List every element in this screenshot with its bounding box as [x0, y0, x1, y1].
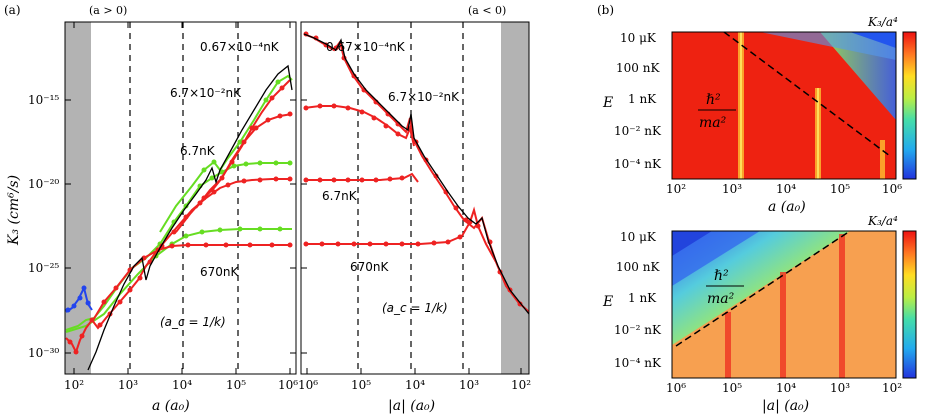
bottom-ytick-1: 100 nK: [616, 260, 660, 274]
top-xtick-2: 10⁴: [776, 182, 796, 196]
top-ytick-0: 10 μK: [620, 31, 657, 45]
x-tick-labels-right: 10⁶ 10⁵ 10⁴ 10³ 10²: [298, 378, 531, 392]
annotation-top-num: ℏ²: [706, 92, 721, 108]
top-x-axis-label: a (a₀): [768, 199, 806, 215]
top-ytick-1: 100 nK: [616, 61, 660, 75]
curve-red-0.067nK-left: [175, 113, 293, 233]
panel-b-label: (b): [597, 3, 614, 17]
excluded-band-right: [501, 22, 529, 374]
temp-label-right-1: 6.7×10⁻²nK: [388, 90, 460, 104]
curve-theory-left: [87, 64, 293, 371]
bottom-x-tick-labels: 10⁶ 10⁵ 10⁴ 10³ 10²: [666, 381, 902, 395]
excluded-band-left: [65, 22, 91, 374]
top-ytick-2: 1 nK: [628, 92, 657, 106]
x-axis-label-right: |a| (a₀): [388, 398, 435, 414]
temp-label-left-1: 6.7×10⁻²nK: [170, 86, 242, 100]
x-tick-left-4: 10⁶: [278, 378, 298, 392]
bottom-xtick-3: 10³: [830, 381, 850, 395]
heatmap-top: [671, 31, 897, 180]
x-axis-label-left: a (a₀): [152, 398, 190, 414]
x-ticks-right: [306, 368, 522, 374]
temp-label-right-0: 0.67×10⁻⁴nK: [326, 40, 406, 54]
x-tick-right-1: 10⁵: [351, 378, 371, 392]
y-tick-3: 10⁻¹⁵: [28, 93, 59, 107]
annotation-bottom-num: ℏ²: [714, 268, 729, 284]
top-ytick-4: 10⁻⁴ nK: [614, 157, 662, 171]
y-ticks: [65, 99, 307, 354]
region-positive-label: (a > 0): [89, 4, 127, 17]
top-y-tick-labels: 10 μK 100 nK 1 nK 10⁻² nK 10⁻⁴ nK: [614, 31, 662, 171]
top-ytick-3: 10⁻² nK: [614, 124, 662, 138]
bottom-xtick-4: 10²: [882, 381, 902, 395]
bottom-ytick-0: 10 μK: [620, 230, 657, 244]
x-tick-left-1: 10³: [118, 378, 138, 392]
x-tick-right-3: 10³: [459, 378, 479, 392]
top-xtick-4: 10⁶: [882, 182, 902, 196]
temp-label-right-2: 6.7nK: [322, 189, 358, 203]
cutoff-label-left: (a_c = 1/k): [160, 315, 226, 329]
x-tick-left-0: 10²: [64, 378, 84, 392]
colorbar-bottom: [902, 230, 917, 379]
top-xtick-1: 10³: [722, 182, 742, 196]
y-tick-labels: 10⁻³⁰ 10⁻²⁵ 10⁻²⁰ 10⁻¹⁵: [28, 93, 59, 360]
top-xtick-0: 10²: [666, 182, 686, 196]
cutoff-label-right: (a_c = 1/k): [382, 301, 448, 315]
colorbar-top: [902, 31, 917, 180]
x-tick-right-0: 10⁶: [298, 378, 318, 392]
curve-red-top-right: [303, 33, 529, 313]
temp-label-right-3: 670nK: [350, 260, 390, 274]
curve-theory-right: [303, 33, 529, 315]
x-tick-labels-left: 10² 10³ 10⁴ 10⁵ 10⁶: [64, 378, 298, 392]
y-tick-1: 10⁻²⁵: [28, 261, 59, 275]
bottom-y-axis-label: E: [602, 294, 613, 310]
bottom-xtick-2: 10⁴: [776, 381, 796, 395]
y-axis-label: K₃ (cm⁶/s): [6, 175, 22, 246]
bottom-ytick-4: 10⁻⁴ nK: [614, 356, 662, 370]
temp-label-left-3: 670nK: [200, 265, 240, 279]
x-tick-right-2: 10⁴: [405, 378, 425, 392]
annotation-bottom-den: ma²: [707, 291, 735, 307]
temp-label-left-0: 0.67×10⁻⁴nK: [200, 40, 280, 54]
bottom-xtick-1: 10⁵: [722, 381, 742, 395]
heatmap-bottom: [671, 230, 897, 379]
panel-a-label: (a): [4, 3, 21, 17]
bottom-ytick-2: 1 nK: [628, 291, 657, 305]
bottom-y-tick-labels: 10 μK 100 nK 1 nK 10⁻² nK 10⁻⁴ nK: [614, 230, 662, 370]
curve-red-670nK-right: [304, 206, 497, 263]
top-y-axis-label: E: [602, 95, 613, 111]
annotation-top-den: ma²: [699, 115, 727, 131]
resonance-markers-right: [357, 22, 464, 374]
bottom-x-axis-label: |a| (a₀): [762, 398, 809, 414]
y-tick-0: 10⁻³⁰: [28, 346, 59, 360]
temp-label-left-2: 6.7nK: [180, 144, 216, 158]
bottom-xtick-0: 10⁶: [666, 381, 686, 395]
x-tick-left-3: 10⁵: [226, 378, 246, 392]
bottom-ytick-3: 10⁻² nK: [614, 323, 662, 337]
x-tick-right-4: 10²: [511, 378, 531, 392]
y-tick-2: 10⁻²⁰: [28, 177, 59, 191]
panel-a-left-axes: [64, 21, 297, 375]
points-blue-left: [65, 285, 91, 313]
x-ticks-left: [73, 22, 291, 374]
colorbar-bottom-label: K₃/a⁴: [867, 214, 898, 228]
curve-red-670nK-left: [91, 244, 292, 323]
colorbar-top-label: K₃/a⁴: [867, 15, 898, 29]
points-red-left: [67, 85, 293, 355]
x-tick-left-2: 10⁴: [172, 378, 192, 392]
points-red-right: [303, 31, 523, 307]
top-x-tick-labels: 10² 10³ 10⁴ 10⁵ 10⁶: [666, 182, 902, 196]
region-negative-label: (a < 0): [468, 4, 506, 17]
top-xtick-3: 10⁵: [830, 182, 850, 196]
curve-red-lowest-left: [195, 79, 291, 209]
